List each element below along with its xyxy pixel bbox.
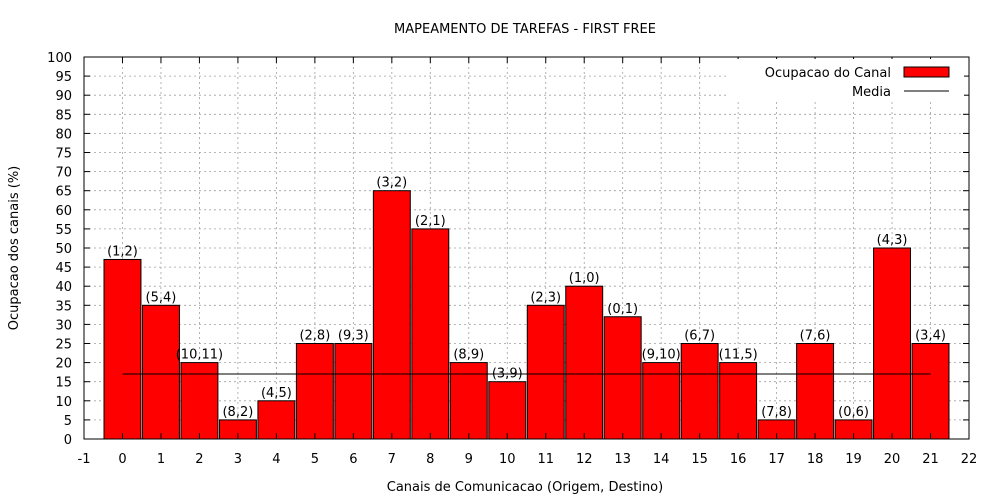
y-tick-label: 5 [64,414,72,429]
y-tick-label: 10 [55,395,72,410]
bar-label: (1,2) [107,244,138,259]
bar [911,343,950,440]
x-tick-label: 3 [234,452,242,467]
bar [642,362,681,440]
y-tick-label: 85 [55,108,72,123]
x-tick-label: 11 [537,452,554,467]
y-tick-label: 100 [47,51,72,66]
x-tick-label: 0 [118,452,126,467]
bar-label: (0,6) [838,405,869,420]
bar [526,304,565,440]
bar-label: (9,3) [338,329,369,344]
bar-label: (4,5) [261,386,292,401]
bar [372,190,411,440]
x-tick-label: 4 [272,452,280,467]
x-tick-label: 7 [388,452,396,467]
x-tick-label: 19 [845,452,862,467]
bar [565,285,604,440]
bar-label: (1,0) [569,271,600,286]
y-tick-label: 90 [55,89,72,104]
y-tick-label: 65 [55,185,72,200]
y-tick-label: 15 [55,376,72,391]
x-tick-label: 18 [807,452,824,467]
bar [488,381,527,440]
bar-label: (5,4) [146,290,177,305]
y-tick-label: 0 [64,433,72,448]
y-tick-label: 70 [55,166,72,181]
bar-label: (6,7) [684,329,715,344]
bar-label: (3,2) [376,176,407,191]
y-tick-label: 50 [55,242,72,257]
bar [449,362,488,440]
bar-label: (2,8) [299,329,330,344]
legend-label-mean: Media [852,85,891,100]
bar-label: (7,6) [800,329,831,344]
bar-label: (7,8) [761,405,792,420]
y-tick-label: 55 [55,223,72,238]
x-tick-label: 2 [195,452,203,467]
x-axis-label: Canais de Comunicacao (Origem, Destino) [387,480,663,495]
legend: Ocupacao do Canal Media [728,59,964,100]
bar [603,316,642,440]
bar-label: (0,1) [607,302,638,317]
bar [719,362,758,440]
y-tick-label: 60 [55,204,72,219]
bar-label: (9,10) [642,348,681,363]
bar [180,362,219,440]
legend-background [728,59,964,100]
x-tick-label: 15 [691,452,708,467]
x-tick-label: 5 [311,452,319,467]
x-tick-label: 6 [349,452,357,467]
y-tick-label: 80 [55,127,72,142]
y-tick-label: 25 [55,338,72,353]
bar-label: (2,1) [415,214,446,229]
bar-label: (4,3) [877,233,908,248]
bar [334,343,373,440]
x-tick-label: 1 [157,452,165,467]
y-tick-label: 30 [55,318,72,333]
bar [680,343,719,440]
x-tick-label: 17 [768,452,785,467]
y-tick-label: 95 [55,70,72,85]
chart-title: MAPEAMENTO DE TAREFAS - FIRST FREE [394,22,656,37]
bar [796,343,835,440]
bar-label: (11,5) [719,348,758,363]
bar [295,343,334,440]
bar [141,304,180,440]
bar [103,258,142,440]
x-tick-label: -1 [78,452,91,467]
x-tick-label: 13 [614,452,631,467]
axes: 0510152025303540455055606570758085909510… [47,51,977,467]
y-tick-label: 35 [55,299,72,314]
bar [411,228,450,440]
y-tick-label: 75 [55,147,72,162]
bars [103,190,950,440]
y-tick-label: 20 [55,357,72,372]
x-tick-label: 16 [730,452,747,467]
x-tick-label: 9 [465,452,473,467]
bar [257,400,296,440]
y-tick-label: 45 [55,261,72,276]
bar-label: (10,11) [176,348,223,363]
bar-labels: (1,2) (5,4) (10,11) (8,2) (4,5) (2,8) (9,3) (3,… [107,176,946,420]
legend-swatch-series [903,66,950,78]
y-tick-label: 40 [55,280,72,295]
x-tick-label: 8 [426,452,434,467]
bar-label: (3,9) [492,367,523,382]
bar [873,247,912,440]
x-tick-label: 21 [922,452,939,467]
x-tick-label: 22 [961,452,978,467]
legend-label-series: Ocupacao do Canal [765,66,891,81]
x-tick-label: 10 [499,452,516,467]
bar-label: (3,4) [915,329,946,344]
y-axis-label: Ocupacao dos canais (%) [7,166,22,330]
bar-label: (8,2) [222,405,253,420]
x-tick-label: 14 [653,452,670,467]
x-tick-label: 20 [884,452,901,467]
x-tick-label: 12 [576,452,593,467]
bar-label: (2,3) [530,290,561,305]
bar-label: (8,9) [453,348,484,363]
